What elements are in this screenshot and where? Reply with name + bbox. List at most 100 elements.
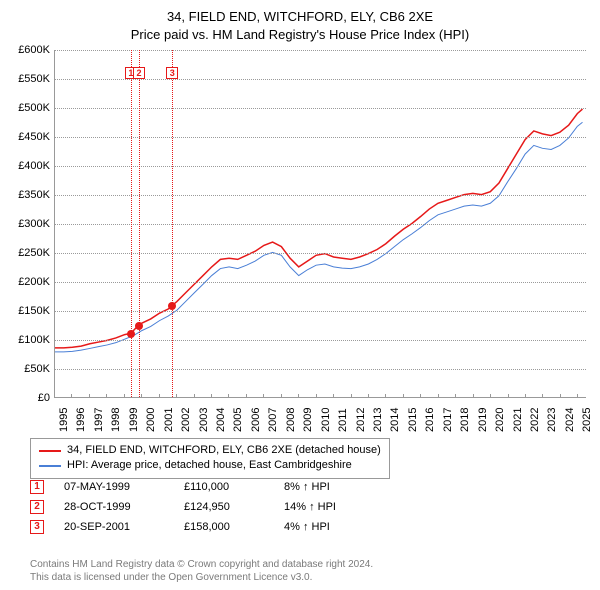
x-tick [420, 394, 421, 398]
x-tick [577, 394, 578, 398]
transactions-table: 1 07-MAY-1999 £110,000 8% ↑ HPI 2 28-OCT-1999… [30, 480, 374, 540]
y-axis-label: £50K [6, 363, 50, 375]
x-tick [351, 394, 352, 398]
y-gridline [55, 166, 586, 167]
legend-label-hpi: HPI: Average price, detached house, East… [67, 458, 352, 473]
transaction-dot [135, 322, 143, 330]
transaction-vline [131, 50, 132, 397]
x-tick [560, 394, 561, 398]
transaction-number: 1 [30, 480, 44, 494]
x-axis-label: 1997 [93, 408, 105, 432]
x-axis-label: 1995 [58, 408, 70, 432]
y-axis-label: £0 [6, 392, 50, 404]
transaction-date: 28-OCT-1999 [64, 501, 164, 513]
x-axis-label: 2007 [267, 408, 279, 432]
x-tick [298, 394, 299, 398]
x-axis-label: 2019 [477, 408, 489, 432]
transaction-hpi-delta: 14% ↑ HPI [284, 501, 374, 513]
x-tick [385, 394, 386, 398]
y-gridline [55, 137, 586, 138]
x-axis-label: 2020 [494, 408, 506, 432]
x-axis-label: 2025 [581, 408, 593, 432]
transaction-vline [139, 50, 140, 397]
transaction-row: 320-SEP-2001£158,0004% ↑ HPI [30, 520, 374, 534]
chart-container: 123 £0£50K£100K£150K£200K£250K£300K£350K… [8, 50, 590, 430]
legend-swatch-hpi [39, 465, 61, 467]
x-axis-label: 1998 [110, 408, 122, 432]
footer-line1: Contains HM Land Registry data © Crown c… [30, 558, 373, 571]
x-tick [525, 394, 526, 398]
transaction-marker-box: 2 [133, 67, 145, 79]
x-tick [89, 394, 90, 398]
transaction-number: 2 [30, 500, 44, 514]
x-axis-label: 2024 [564, 408, 576, 432]
transaction-row: 2 28-OCT-1999 £124,950 14% ↑ HPI [30, 500, 374, 514]
legend-swatch-property [39, 450, 61, 452]
y-gridline [55, 108, 586, 109]
y-gridline [55, 50, 586, 51]
x-tick [333, 394, 334, 398]
x-tick [403, 394, 404, 398]
x-axis-label: 2010 [320, 408, 332, 432]
x-axis-label: 2018 [459, 408, 471, 432]
x-axis-label: 2016 [424, 408, 436, 432]
x-tick [54, 394, 55, 398]
x-tick [473, 394, 474, 398]
x-axis-label: 2009 [302, 408, 314, 432]
y-gridline [55, 195, 586, 196]
y-axis-label: £350K [6, 189, 50, 201]
x-axis-label: 2017 [442, 408, 454, 432]
x-tick [194, 394, 195, 398]
x-axis-label: 2023 [546, 408, 558, 432]
x-axis-label: 2008 [285, 408, 297, 432]
transaction-hpi-delta: 4% ↑ HPI [284, 521, 374, 533]
title-address: 34, FIELD END, WITCHFORD, ELY, CB6 2XE [0, 8, 600, 26]
y-axis-label: £500K [6, 102, 50, 114]
x-axis-label: 2011 [337, 408, 349, 432]
x-axis-label: 2000 [145, 408, 157, 432]
footer-line2: This data is licensed under the Open Gov… [30, 571, 373, 584]
transaction-dot [168, 302, 176, 310]
transaction-price: £124,950 [184, 501, 264, 513]
transaction-price: £158,000 [184, 521, 264, 533]
y-gridline [55, 340, 586, 341]
transaction-date: 07-MAY-1999 [64, 481, 164, 493]
plot-area: 123 [54, 50, 586, 398]
y-gridline [55, 369, 586, 370]
x-tick [159, 394, 160, 398]
x-tick [141, 394, 142, 398]
y-axis-label: £150K [6, 305, 50, 317]
x-tick [71, 394, 72, 398]
y-axis-label: £250K [6, 247, 50, 259]
chart-title-block: 34, FIELD END, WITCHFORD, ELY, CB6 2XE P… [0, 0, 600, 44]
x-tick [316, 394, 317, 398]
x-axis-label: 2012 [355, 408, 367, 432]
y-axis-label: £100K [6, 334, 50, 346]
x-tick [368, 394, 369, 398]
y-gridline [55, 224, 586, 225]
x-axis-label: 1996 [75, 408, 87, 432]
x-tick [281, 394, 282, 398]
y-axis-label: £550K [6, 73, 50, 85]
legend-row: 34, FIELD END, WITCHFORD, ELY, CB6 2XE (… [39, 443, 381, 458]
x-axis-label: 2014 [389, 408, 401, 432]
x-tick [106, 394, 107, 398]
legend-label-property: 34, FIELD END, WITCHFORD, ELY, CB6 2XE (… [67, 443, 381, 458]
transaction-hpi-delta: 8% ↑ HPI [284, 481, 374, 493]
y-axis-label: £300K [6, 218, 50, 230]
transaction-marker-box: 3 [166, 67, 178, 79]
x-tick [263, 394, 264, 398]
legend-row: HPI: Average price, detached house, East… [39, 458, 381, 473]
y-gridline [55, 282, 586, 283]
x-axis-label: 2015 [407, 408, 419, 432]
x-axis-label: 2003 [198, 408, 210, 432]
y-axis-label: £200K [6, 276, 50, 288]
x-axis-label: 1999 [128, 408, 140, 432]
footer-attribution: Contains HM Land Registry data © Crown c… [30, 558, 373, 584]
title-subtitle: Price paid vs. HM Land Registry's House … [0, 26, 600, 44]
transaction-price: £110,000 [184, 481, 264, 493]
transaction-row: 1 07-MAY-1999 £110,000 8% ↑ HPI [30, 480, 374, 494]
transaction-dot [127, 330, 135, 338]
x-axis-label: 2005 [232, 408, 244, 432]
x-axis-label: 2001 [163, 408, 175, 432]
